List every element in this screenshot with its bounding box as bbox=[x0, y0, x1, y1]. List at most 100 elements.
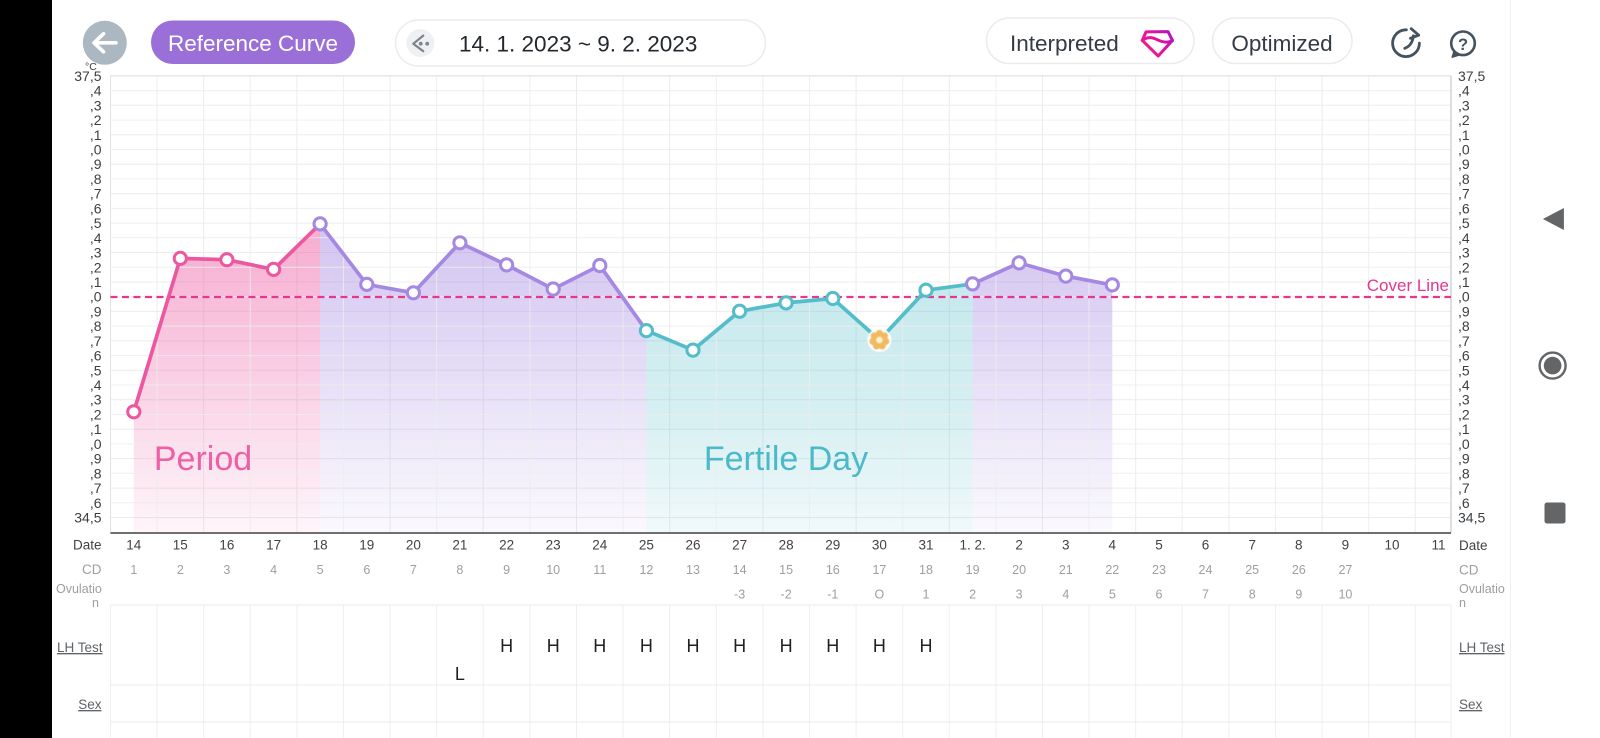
svg-text:,8: ,8 bbox=[90, 171, 102, 187]
svg-text:27: 27 bbox=[1338, 563, 1352, 577]
svg-text:H: H bbox=[640, 636, 653, 656]
svg-text:LH Test: LH Test bbox=[57, 640, 103, 655]
svg-text:Sex: Sex bbox=[78, 697, 102, 712]
svg-text:23: 23 bbox=[546, 538, 561, 553]
svg-text:,3: ,3 bbox=[90, 97, 102, 113]
svg-text:23: 23 bbox=[1152, 563, 1166, 577]
svg-text:25: 25 bbox=[1245, 563, 1259, 577]
svg-text:,2: ,2 bbox=[90, 259, 102, 275]
svg-text:14: 14 bbox=[126, 538, 142, 553]
svg-text:,6: ,6 bbox=[90, 200, 102, 216]
svg-text:,5: ,5 bbox=[1458, 215, 1470, 231]
svg-text:4: 4 bbox=[1062, 588, 1069, 602]
svg-text:,6: ,6 bbox=[1458, 495, 1470, 511]
svg-text:-2: -2 bbox=[781, 588, 792, 602]
svg-text:,1: ,1 bbox=[1458, 127, 1470, 143]
svg-text:Ovulatio: Ovulatio bbox=[1459, 582, 1505, 596]
svg-text:17: 17 bbox=[266, 538, 281, 553]
svg-text:9: 9 bbox=[503, 563, 510, 577]
svg-text:,0: ,0 bbox=[90, 436, 102, 452]
svg-text:,6: ,6 bbox=[90, 495, 102, 511]
svg-text:H: H bbox=[547, 636, 560, 656]
svg-text:H: H bbox=[593, 636, 606, 656]
svg-text:°C: °C bbox=[85, 61, 97, 73]
svg-text:8: 8 bbox=[456, 563, 463, 577]
svg-text:,1: ,1 bbox=[1458, 421, 1470, 437]
svg-text:7: 7 bbox=[1248, 538, 1256, 553]
svg-text:31: 31 bbox=[918, 538, 933, 553]
svg-text:,4: ,4 bbox=[90, 377, 102, 393]
svg-text:,7: ,7 bbox=[90, 186, 102, 202]
svg-text:,8: ,8 bbox=[90, 465, 102, 481]
svg-text:7: 7 bbox=[410, 563, 417, 577]
svg-text:6: 6 bbox=[1156, 588, 1163, 602]
svg-text:H: H bbox=[500, 636, 513, 656]
svg-text:5: 5 bbox=[1109, 588, 1116, 602]
svg-text:,4: ,4 bbox=[90, 83, 102, 99]
svg-text:,2: ,2 bbox=[1458, 259, 1470, 275]
svg-text:n: n bbox=[92, 596, 99, 610]
svg-text:2: 2 bbox=[177, 563, 184, 577]
svg-text:26: 26 bbox=[685, 538, 700, 553]
svg-text:H: H bbox=[733, 636, 746, 656]
svg-text:Period: Period bbox=[154, 440, 252, 478]
svg-text:Sex: Sex bbox=[1459, 697, 1483, 712]
svg-text:,0: ,0 bbox=[1458, 289, 1470, 305]
svg-text:,3: ,3 bbox=[90, 392, 102, 408]
svg-text:26: 26 bbox=[1292, 563, 1306, 577]
svg-text:Date: Date bbox=[73, 538, 102, 553]
svg-text:,2: ,2 bbox=[90, 407, 102, 423]
svg-text:n: n bbox=[1459, 596, 1466, 610]
svg-text:,9: ,9 bbox=[1458, 451, 1470, 467]
svg-text:,1: ,1 bbox=[90, 127, 102, 143]
svg-text:CD: CD bbox=[82, 562, 102, 577]
svg-text:,3: ,3 bbox=[1458, 392, 1470, 408]
svg-text:H: H bbox=[873, 636, 886, 656]
svg-text:,3: ,3 bbox=[90, 245, 102, 261]
svg-text:,5: ,5 bbox=[90, 215, 102, 231]
svg-text:24: 24 bbox=[592, 538, 608, 553]
svg-text:,9: ,9 bbox=[1458, 156, 1470, 172]
svg-text:3: 3 bbox=[1062, 538, 1070, 553]
svg-text:34,5: 34,5 bbox=[74, 510, 101, 526]
svg-text:22: 22 bbox=[499, 538, 514, 553]
svg-text:6: 6 bbox=[363, 563, 370, 577]
svg-text:34,5: 34,5 bbox=[1458, 510, 1485, 526]
svg-text:,1: ,1 bbox=[90, 421, 102, 437]
svg-text:11: 11 bbox=[593, 563, 606, 577]
svg-text:Reference Curve: Reference Curve bbox=[168, 31, 338, 56]
svg-text:14: 14 bbox=[733, 563, 747, 577]
svg-text:4: 4 bbox=[1109, 538, 1117, 553]
svg-text:17: 17 bbox=[872, 563, 886, 577]
svg-text:18: 18 bbox=[313, 538, 328, 553]
svg-text:,9: ,9 bbox=[90, 451, 102, 467]
svg-text:,0: ,0 bbox=[1458, 142, 1470, 158]
svg-text:,0: ,0 bbox=[90, 142, 102, 158]
svg-text:4: 4 bbox=[270, 563, 277, 577]
svg-text:5: 5 bbox=[317, 563, 324, 577]
svg-text:H: H bbox=[780, 636, 793, 656]
svg-text:10: 10 bbox=[546, 563, 560, 577]
svg-text:18: 18 bbox=[919, 563, 933, 577]
svg-text:,9: ,9 bbox=[90, 303, 102, 319]
svg-text:25: 25 bbox=[639, 538, 654, 553]
svg-text:,3: ,3 bbox=[1458, 97, 1470, 113]
svg-text:20: 20 bbox=[406, 538, 421, 553]
svg-text:H: H bbox=[687, 636, 700, 656]
svg-text:,8: ,8 bbox=[1458, 171, 1470, 187]
svg-text:,3: ,3 bbox=[1458, 245, 1470, 261]
svg-text:9: 9 bbox=[1295, 588, 1302, 602]
svg-text:7: 7 bbox=[1202, 588, 1209, 602]
svg-text:15: 15 bbox=[173, 538, 188, 553]
svg-text:13: 13 bbox=[686, 563, 700, 577]
svg-text:,2: ,2 bbox=[1458, 407, 1470, 423]
svg-text:Interpreted: Interpreted bbox=[1010, 31, 1119, 56]
svg-text:,7: ,7 bbox=[1458, 186, 1470, 202]
svg-text:,1: ,1 bbox=[90, 274, 102, 290]
svg-text:Cover Line: Cover Line bbox=[1367, 276, 1449, 295]
svg-text:-1: -1 bbox=[827, 588, 838, 602]
svg-text:16: 16 bbox=[219, 538, 234, 553]
svg-text:H: H bbox=[826, 636, 839, 656]
svg-text:22: 22 bbox=[1105, 563, 1119, 577]
svg-text:,0: ,0 bbox=[1458, 436, 1470, 452]
